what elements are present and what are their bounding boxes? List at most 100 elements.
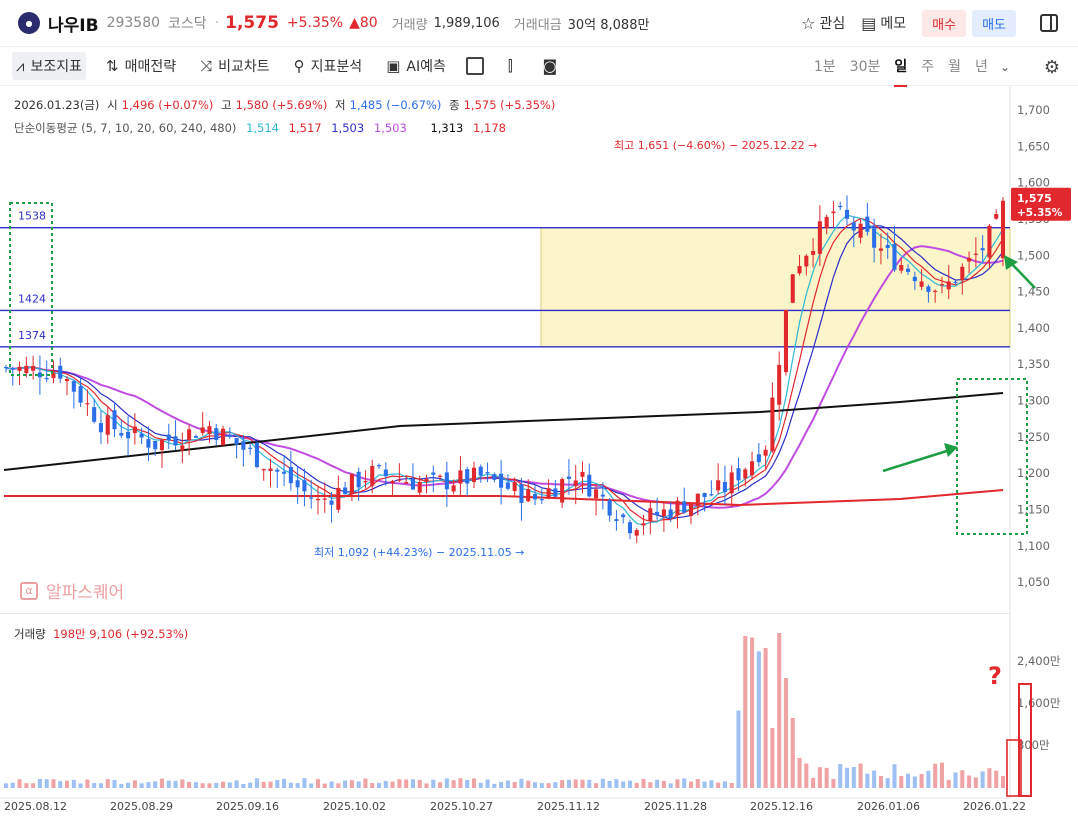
timeframe-month[interactable]: 월 [948, 59, 962, 75]
volume-bar [906, 773, 911, 788]
volume-bar [953, 772, 958, 788]
volume-bar [85, 779, 90, 788]
company-logo-icon: ● [18, 12, 40, 34]
volume-bar [282, 778, 287, 788]
candle-body [777, 364, 782, 405]
annotation-arrow-head-2 [1004, 255, 1018, 270]
candle-body [621, 514, 626, 518]
candle-body [743, 469, 748, 479]
buy-button[interactable]: 매수 [922, 9, 967, 37]
indicators-button[interactable]: ⩘ 보조지표 [12, 52, 86, 80]
candle-body [485, 472, 490, 474]
amount-value: 30억 8,088만 [567, 17, 650, 33]
annotation-arrow-line-2 [1009, 261, 1036, 289]
last-price-tag-pct: +5.35% [1017, 207, 1063, 219]
candle-body [790, 274, 795, 303]
volume-bar [92, 783, 97, 788]
sell-button[interactable]: 매도 [972, 9, 1016, 37]
volume-label: 거래량 [391, 17, 428, 33]
candle-body [370, 466, 375, 486]
timeframe-day[interactable]: 일 [894, 47, 908, 87]
memo-button[interactable]: ▤ 메모 [861, 13, 906, 33]
screenshot-button[interactable]: ◙ [539, 53, 568, 79]
annotation-box-left [9, 202, 53, 376]
volume-bar [682, 778, 687, 788]
timeframe-year[interactable]: 년 [975, 59, 988, 75]
candle-body [153, 440, 158, 450]
change-amount: ▲80 [349, 15, 378, 31]
compare-button[interactable]: ⤨ 비교차트 [196, 52, 274, 80]
candle-body [973, 253, 978, 255]
timeframe-1min[interactable]: 1분 [813, 59, 836, 75]
candle-body [98, 423, 103, 433]
candle-body [926, 286, 931, 292]
candle-body [580, 471, 585, 477]
candle-body [78, 386, 83, 403]
ai-predict-label: AI예측 [406, 59, 446, 75]
volume-bar [655, 779, 660, 788]
volume-bar [594, 783, 599, 788]
ma480-line [4, 489, 1004, 507]
volume-bar [804, 763, 809, 788]
volume-bar [892, 764, 897, 788]
candle-body [980, 248, 985, 251]
compare-icon: ⤨ [200, 57, 213, 75]
separator-dot: · [214, 15, 220, 31]
candle-body [566, 476, 571, 479]
volume-bar [17, 779, 22, 788]
y-tick-label: 1,650 [1017, 139, 1050, 153]
volume-bar [756, 651, 761, 788]
candle-body [675, 500, 680, 516]
candle-body [607, 500, 612, 516]
candle-body [166, 434, 171, 441]
timeframe-30min[interactable]: 30분 [849, 59, 881, 75]
strategy-button[interactable]: ⇅ 매매전략 [102, 52, 180, 80]
analysis-icon: ⚲ [293, 57, 305, 75]
volume-bar [248, 782, 253, 788]
indicator-analysis-button[interactable]: ⚲ 지표분석 [290, 52, 367, 80]
candle-body [688, 503, 694, 516]
volume-bar [526, 780, 531, 788]
timeframe-group: 1분 30분 일 주 월 년 ⌄ [800, 47, 1010, 87]
candle-body [872, 228, 877, 248]
candle-body [532, 494, 538, 500]
stock-name[interactable]: 나우IB [48, 15, 99, 36]
candle-body [560, 479, 565, 503]
price-chart[interactable]: 1,7001,6501,6001,5501,5001,4501,4001,350… [0, 86, 1078, 828]
high-annotation: 최고 1,651 (−4.60%) − 2025.12.22 → [614, 139, 817, 152]
chevron-down-icon[interactable]: ⌄ [999, 60, 1010, 74]
candle-body [770, 397, 775, 452]
stock-code: 293580 [106, 15, 161, 31]
volume-bar [336, 783, 341, 788]
annotation-arrow-line [882, 448, 951, 473]
volume-bar [532, 782, 538, 788]
volume-bar [960, 770, 965, 788]
annotation-arrow-head [944, 443, 958, 457]
candle-body [682, 501, 687, 513]
ai-predict-button[interactable]: ▣ AI예측 [382, 52, 450, 80]
candle-body [906, 268, 911, 272]
volume-bar [641, 778, 646, 788]
candle-body [3, 366, 9, 369]
candle-body [417, 481, 422, 493]
timeframe-week[interactable]: 주 [921, 59, 935, 75]
candle-body [315, 498, 321, 501]
candle-type-button[interactable]: ⫿ [504, 53, 523, 79]
volume-info-value: 198만 9,106 (+92.53%) [53, 627, 189, 641]
checkbox-square-icon[interactable] [465, 57, 484, 75]
volume-bar [980, 771, 985, 788]
volume-bar [729, 782, 734, 788]
candle-body [858, 223, 863, 238]
memo-label: 메모 [880, 16, 907, 32]
candle-body [987, 225, 992, 258]
candle-body [322, 498, 327, 500]
volume-bar [241, 783, 246, 788]
question-mark-annotation: ? [988, 662, 1002, 690]
candle-body [994, 214, 999, 219]
volume-bar [132, 780, 137, 788]
candle-body [939, 284, 944, 286]
ma480-value: 1,178 [473, 121, 506, 135]
side-panel-icon[interactable] [1040, 14, 1058, 32]
watch-button[interactable]: ☆ 관심 [801, 13, 845, 33]
gear-icon[interactable]: ⚙ [1043, 57, 1060, 78]
